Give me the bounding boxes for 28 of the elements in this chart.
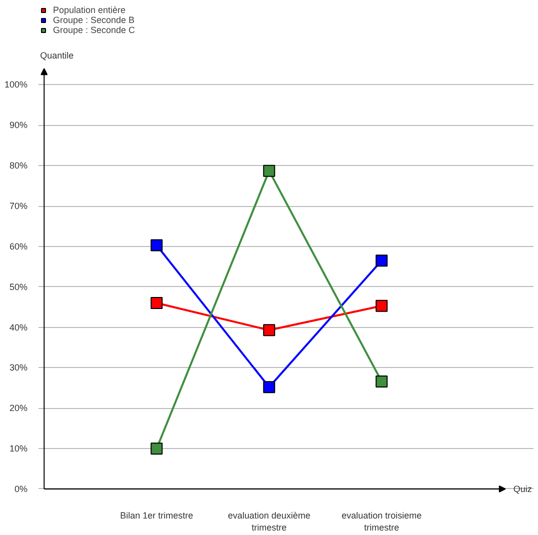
point	[263, 381, 276, 394]
x-axis-title: Quiz	[513, 484, 532, 494]
point	[376, 254, 388, 267]
y-tick-label: 70%	[9, 201, 28, 212]
y-tick-label: 20%	[9, 403, 28, 414]
point	[263, 164, 276, 177]
point	[376, 375, 388, 388]
x-tick-label: evaluation troisieme trimestre	[342, 510, 422, 532]
x-tick-label: Bilan 1er trimestre	[120, 510, 194, 520]
x-tick-label: evaluation deuxième trimestre	[228, 510, 310, 532]
point	[376, 300, 388, 312]
y-tick-label: 50%	[9, 282, 28, 292]
y-tick-label: 0%	[14, 484, 28, 494]
legend-label: Population entière	[53, 5, 126, 15]
legend-label: Groupe : Seconde C	[53, 25, 136, 35]
y-tick-label: 10%	[9, 444, 28, 454]
y-tick-label: 30%	[9, 362, 28, 373]
legend-label: Groupe : Seconde B	[53, 15, 135, 25]
y-tick-label: 100%	[4, 80, 28, 90]
point	[150, 297, 163, 310]
point	[263, 324, 276, 336]
point	[150, 442, 163, 455]
y-tick-label: 40%	[9, 322, 28, 332]
y-tick-label: 60%	[9, 241, 28, 252]
point	[150, 239, 163, 252]
y-tick-label: 80%	[9, 160, 28, 171]
y-axis-title: Quantile	[40, 50, 74, 61]
y-tick-label: 90%	[9, 120, 28, 130]
